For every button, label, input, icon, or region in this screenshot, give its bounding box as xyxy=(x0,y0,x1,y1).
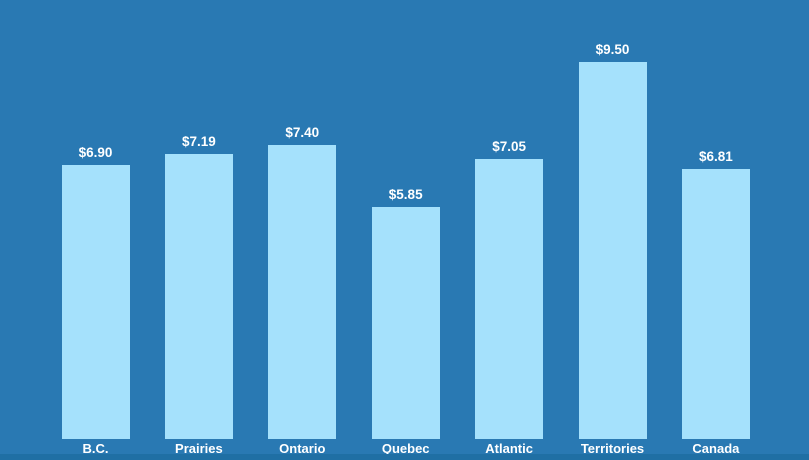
bar-value-label: $5.85 xyxy=(388,186,423,202)
category-label: Prairies xyxy=(175,441,223,456)
bar-value-label: $9.50 xyxy=(595,41,630,57)
bar xyxy=(61,165,130,439)
bar-group: $7.40 Ontario xyxy=(268,125,337,456)
category-label: Ontario xyxy=(279,441,326,456)
bar-group: $5.85 Quebec xyxy=(371,187,440,456)
bar-group: $7.05 Atlantic xyxy=(475,139,544,456)
bar-group: $6.81 Canada xyxy=(681,149,750,456)
category-label: Territories xyxy=(580,441,645,456)
bar-value-label: $6.81 xyxy=(698,148,733,164)
bar-group: $7.19 Prairies xyxy=(164,134,233,456)
category-label: Atlantic xyxy=(485,441,533,456)
bar xyxy=(475,159,544,439)
bar xyxy=(681,168,750,439)
category-label: Quebec xyxy=(381,441,430,456)
bar-group: $9.50 Territories xyxy=(578,42,647,456)
category-label: Canada xyxy=(692,441,740,456)
bar-value-label: $7.19 xyxy=(181,133,216,149)
bottom-strip xyxy=(0,454,809,460)
bar xyxy=(268,145,337,439)
bar-value-label: $7.05 xyxy=(492,139,526,155)
category-label: B.C. xyxy=(82,441,109,456)
bar xyxy=(578,61,647,439)
bar-group: $6.90 B.C. xyxy=(61,145,130,456)
bar xyxy=(164,153,233,439)
bar-value-label: $6.90 xyxy=(78,145,113,161)
bar xyxy=(371,206,440,439)
bar-value-label: $7.40 xyxy=(285,125,320,141)
